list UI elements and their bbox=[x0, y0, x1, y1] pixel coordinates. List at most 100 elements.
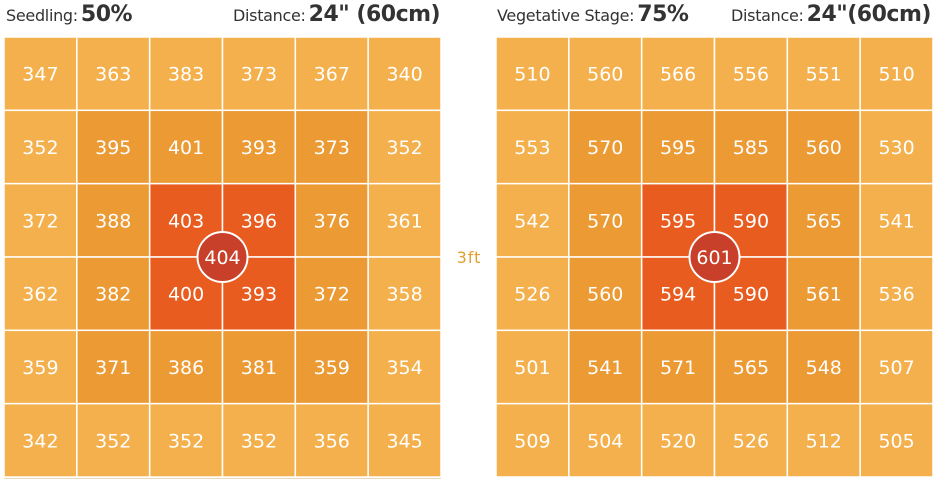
heatmap-cell bbox=[294, 37, 369, 112]
heatmap-cell-value: 373 bbox=[241, 64, 277, 86]
center-marker-value: 404 bbox=[204, 247, 240, 269]
heatmap-cell bbox=[221, 329, 297, 405]
heatmap-cell-value: 345 bbox=[386, 430, 422, 452]
heatmap-cell-value: 373 bbox=[314, 137, 350, 159]
heatmap-cell bbox=[367, 329, 441, 405]
heatmap-cell-value: 393 bbox=[241, 284, 277, 306]
left-heatmap: 347 363 383 373 367 340 352 395 401 393 373 352 372 3… bbox=[4, 37, 441, 477]
heatmap-cell-value: 530 bbox=[878, 137, 914, 159]
heatmap-cell-value: 381 bbox=[241, 357, 277, 379]
heatmap-cell bbox=[294, 402, 369, 477]
heatmap-cell-value: 571 bbox=[660, 357, 696, 379]
heatmap-cell-value: 352 bbox=[241, 430, 277, 452]
heatmap-cell-value: 560 bbox=[806, 137, 842, 159]
heatmap-cell-value: 590 bbox=[733, 210, 769, 232]
heatmap-cell-value: 383 bbox=[168, 64, 204, 86]
heatmap-cell-value: 594 bbox=[660, 284, 696, 306]
heatmap-cell bbox=[148, 109, 224, 185]
heatmap-cell-value: 542 bbox=[514, 210, 550, 232]
heatmap-cell bbox=[148, 402, 224, 477]
right-heatmap-svg: 510 560 566 556 551 510 553 570 595 585 560 530 542 5… bbox=[496, 37, 933, 477]
heatmap-cell-value: 352 bbox=[168, 430, 204, 452]
heatmap-cell bbox=[76, 37, 151, 112]
heatmap-cell-value: 504 bbox=[587, 430, 623, 452]
heatmap-cell bbox=[148, 329, 224, 405]
heatmap-cell-value: 520 bbox=[660, 430, 696, 452]
heatmap-cell-value: 340 bbox=[386, 64, 422, 86]
heatmap-cell-value: 556 bbox=[733, 64, 769, 86]
heatmap-cell-value: 362 bbox=[22, 284, 58, 306]
heatmap-cell bbox=[4, 182, 78, 258]
heatmap-cell-value: 361 bbox=[386, 210, 422, 232]
heatmap-cell bbox=[713, 329, 789, 405]
heatmap-cell bbox=[640, 402, 716, 477]
right-distance-value: 24"(60cm) bbox=[806, 2, 932, 27]
left-stage-value: 50% bbox=[80, 2, 133, 27]
heatmap-cell bbox=[640, 37, 716, 112]
heatmap-cell bbox=[76, 109, 151, 185]
heatmap-cell-value: 570 bbox=[587, 210, 623, 232]
center-marker bbox=[196, 231, 249, 283]
heatmap-cell-value: 565 bbox=[733, 357, 769, 379]
heatmap-cell bbox=[786, 109, 861, 185]
heatmap-cell-value: 566 bbox=[660, 64, 696, 86]
heatmap-cell-value: 505 bbox=[878, 430, 914, 452]
heatmap-cell-value: 388 bbox=[95, 210, 131, 232]
right-stage-value: 75% bbox=[637, 2, 689, 27]
heatmap-cell-value: 363 bbox=[95, 64, 131, 86]
heatmap-cell bbox=[640, 109, 716, 185]
heatmap-cell-value: 560 bbox=[587, 284, 623, 306]
heatmap-cell-value: 352 bbox=[22, 137, 58, 159]
heatmap-cell bbox=[496, 182, 570, 258]
heatmap-cell bbox=[294, 182, 369, 258]
heatmap-cell-value: 352 bbox=[386, 137, 422, 159]
heatmap-cell bbox=[568, 256, 643, 332]
heatmap-cell-value: 512 bbox=[806, 430, 842, 452]
heatmap-cell bbox=[859, 182, 933, 258]
heatmap-cell bbox=[496, 256, 570, 332]
heatmap-cell bbox=[221, 37, 297, 112]
heatmap-cell-value: 358 bbox=[386, 284, 422, 306]
center-marker bbox=[688, 231, 741, 283]
heatmap-cell-value: 553 bbox=[514, 137, 550, 159]
left-bottom-rule bbox=[4, 478, 441, 479]
heatmap-cell-value: 371 bbox=[95, 357, 131, 379]
left-distance-value: 24" (60cm) bbox=[308, 2, 441, 27]
heatmap-cell bbox=[496, 109, 570, 185]
heatmap-cell-value: 376 bbox=[314, 210, 350, 232]
heatmap-cell-value: 590 bbox=[733, 284, 769, 306]
heatmap-cell-value: 510 bbox=[514, 64, 550, 86]
heatmap-cell bbox=[221, 109, 297, 185]
heatmap-cell-value: 595 bbox=[660, 210, 696, 232]
heatmap-cell-value: 551 bbox=[806, 64, 842, 86]
heatmap-cell-value: 347 bbox=[22, 64, 58, 86]
center-dimension-label: 3ft bbox=[456, 248, 482, 267]
heatmap-cell-value: 342 bbox=[22, 430, 58, 452]
heatmap-cell-value: 509 bbox=[514, 430, 550, 452]
heatmap-cell-value: 510 bbox=[878, 64, 914, 86]
right-heatmap: 510 560 566 556 551 510 553 570 595 585 560 530 542 5… bbox=[496, 37, 933, 477]
heatmap-cell-value: 359 bbox=[314, 357, 350, 379]
heatmap-cell-value: 395 bbox=[95, 137, 131, 159]
center-marker-value: 601 bbox=[696, 247, 732, 269]
heatmap-cell-value: 507 bbox=[878, 357, 914, 379]
heatmap-cell-value: 354 bbox=[386, 357, 422, 379]
heatmap-cell-value: 565 bbox=[806, 210, 842, 232]
right-header: Vegetative Stage: 75% Distance: 24"(60cm… bbox=[497, 2, 933, 36]
right-distance-label: Distance: bbox=[731, 6, 804, 25]
heatmap-cell bbox=[713, 37, 789, 112]
heatmap-cell-value: 372 bbox=[22, 210, 58, 232]
heatmap-cell bbox=[4, 109, 78, 185]
heatmap-cell-value: 541 bbox=[587, 357, 623, 379]
heatmap-cell-value: 359 bbox=[22, 357, 58, 379]
left-heatmap-svg: 347 363 383 373 367 340 352 395 401 393 373 352 372 3… bbox=[4, 37, 441, 477]
heatmap-cell bbox=[4, 256, 78, 332]
left-header: Seedling: 50% Distance: 24" (60cm) bbox=[6, 2, 442, 36]
heatmap-cell-value: 595 bbox=[660, 137, 696, 159]
heatmap-cell-value: 396 bbox=[241, 210, 277, 232]
heatmap-cell bbox=[496, 402, 570, 477]
heatmap-cell-value: 536 bbox=[878, 284, 914, 306]
right-distance: Distance: 24"(60cm) bbox=[731, 2, 931, 27]
heatmap-cell bbox=[568, 329, 643, 405]
heatmap-cell-value: 401 bbox=[168, 137, 204, 159]
